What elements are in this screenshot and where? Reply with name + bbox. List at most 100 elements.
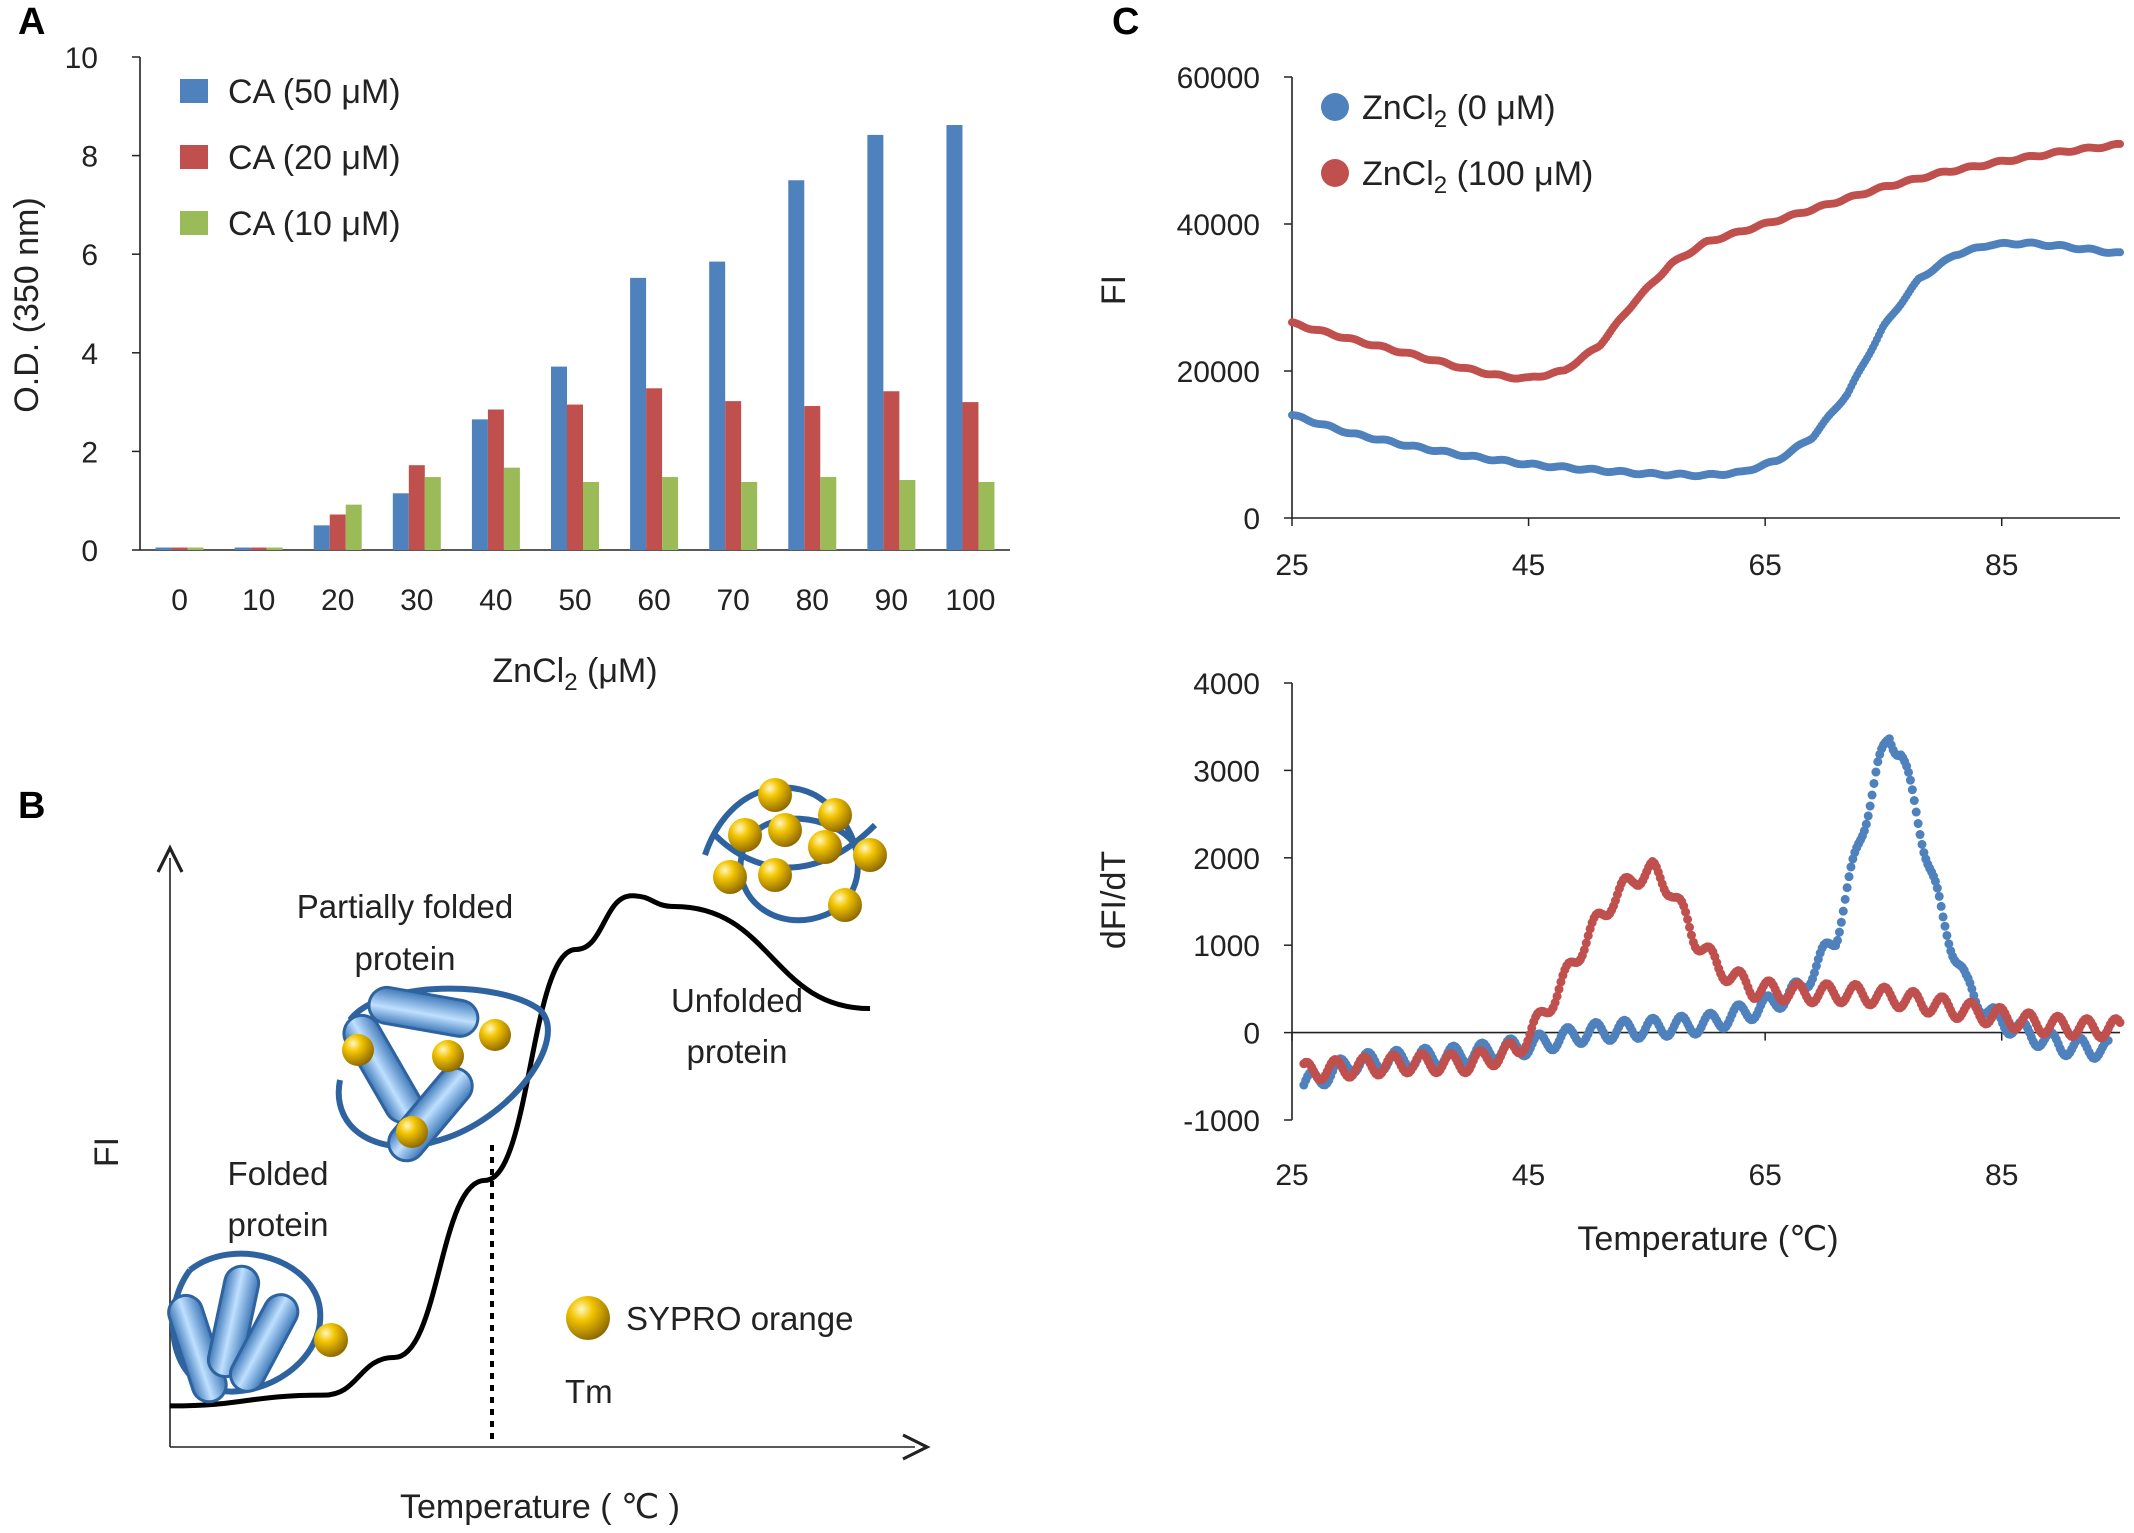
x-tick-label: 85 [1985, 549, 2018, 582]
bar-ca10 [662, 477, 679, 550]
data-point-zncl2-100um [1683, 914, 1693, 924]
data-point-zncl2-0um [1936, 901, 1946, 911]
legend-label: ZnCl2 (0 μM) [1362, 89, 1556, 133]
x-tick-label: 25 [1275, 1159, 1308, 1192]
data-point-zncl2-0um [1942, 930, 1952, 940]
data-point-zncl2-0um [1913, 819, 1923, 829]
data-point-zncl2-0um [1840, 894, 1850, 904]
bar-ca10 [424, 477, 441, 550]
chart-a-y-tick-label: 4 [81, 338, 98, 371]
y-tick-label: 3000 [1193, 755, 1260, 788]
data-point-zncl2-0um [1863, 811, 1873, 821]
bar-ca20 [725, 401, 742, 550]
bar-ca50 [392, 493, 409, 550]
data-point-zncl2-100um [2116, 139, 2124, 148]
y-tick-label: 2000 [1193, 843, 1260, 876]
unfolded-protein-label-line1: Unfolded [671, 982, 803, 1019]
bar-ca20 [883, 391, 900, 550]
y-tick-label: 40000 [1177, 209, 1260, 242]
bar-ca10 [345, 504, 362, 550]
chart-b: FI Temperature ( ℃ ) Tm Folded protein P… [88, 778, 931, 1526]
data-point-zncl2-0um [2116, 248, 2124, 257]
bar-ca20 [250, 547, 267, 550]
data-point-zncl2-100um [1583, 931, 1593, 941]
x-tick-label: 25 [1275, 549, 1308, 582]
data-point-zncl2-0um [1944, 939, 1954, 949]
x-tick-label: 45 [1512, 549, 1545, 582]
chart-a-x-tick-label: 0 [171, 584, 188, 617]
partially-folded-protein-illustration [335, 985, 551, 1163]
y-tick-label: 1000 [1193, 930, 1260, 963]
bar-ca50 [946, 125, 963, 550]
legend-marker [1321, 159, 1349, 187]
data-point-zncl2-0um [1832, 935, 1842, 945]
data-point-zncl2-100um [2115, 1018, 2125, 1028]
chart-a-x-tick-label: 10 [242, 584, 275, 617]
chart-a-x-tick-label: 20 [321, 584, 354, 617]
y-tick-label: 20000 [1177, 356, 1260, 389]
data-point-zncl2-100um [1581, 938, 1591, 948]
chart-a-x-tick-label: 100 [945, 584, 995, 617]
bar-ca10 [899, 479, 916, 550]
bar-ca50 [867, 134, 884, 551]
data-point-zncl2-0um [1940, 921, 1950, 931]
folded-protein-label-line1: Folded [228, 1155, 329, 1192]
chart-c-top: FI 0 20000 40000 60000 25 45 65 85 ZnCl2 (0 μM… [1095, 62, 2124, 582]
data-point-zncl2-0um [1809, 968, 1819, 978]
data-point-zncl2-100um [1579, 945, 1589, 955]
chart-a-x-tick-label: 30 [400, 584, 433, 617]
chart-c-bottom: dFI/dT Temperature (℃) -1000 0 1000 2000 300… [1095, 668, 2125, 1258]
bar-ca50 [630, 277, 647, 550]
bar-ca10 [187, 547, 204, 550]
chart-a-y-tick-label: 2 [81, 436, 98, 469]
data-point-zncl2-0um [1844, 872, 1854, 882]
data-point-zncl2-0um [1907, 785, 1917, 795]
legend-label: ZnCl2 (100 μM) [1362, 155, 1593, 199]
unfolded-protein-illustration [702, 778, 887, 924]
x-tick-label: 65 [1748, 1159, 1781, 1192]
data-point-zncl2-0um [1861, 819, 1871, 829]
partially-folded-label-line2: protein [355, 940, 456, 977]
chart-a-x-tick-label: 80 [796, 584, 829, 617]
sypro-orange-legend-label: SYPRO orange [626, 1300, 853, 1337]
data-point-zncl2-100um [1685, 922, 1695, 932]
bar-ca10 [741, 481, 758, 550]
data-point-zncl2-0um [1846, 862, 1856, 872]
data-point-zncl2-0um [1811, 961, 1821, 971]
fi-curve-line [169, 893, 871, 1409]
bar-ca50 [471, 419, 488, 550]
data-point-zncl2-0um [1838, 906, 1848, 916]
y-tick-label: 60000 [1177, 62, 1260, 95]
chart-c-bottom-y-label: dFI/dT [1095, 851, 1133, 949]
y-tick-label: -1000 [1183, 1105, 1260, 1138]
chart-a-x-tick-label: 50 [558, 584, 591, 617]
data-point-zncl2-100um [1681, 907, 1691, 917]
data-point-zncl2-0um [1871, 767, 1881, 777]
legend-marker [1321, 93, 1349, 121]
data-point-zncl2-0um [1836, 917, 1846, 927]
bar-ca50 [788, 180, 805, 550]
y-tick-label: 0 [1243, 1018, 1260, 1051]
bar-ca50 [155, 547, 172, 550]
legend-swatch [180, 211, 208, 235]
folded-protein-label-line2: protein [228, 1206, 329, 1243]
legend-swatch [180, 145, 208, 169]
chart-a-y-tick-label: 10 [65, 42, 98, 75]
legend-label: CA (20 μM) [228, 139, 401, 177]
bar-ca50 [234, 547, 251, 550]
chart-a-y-tick-label: 6 [81, 239, 98, 272]
bar-ca20 [646, 388, 663, 550]
chart-c-bottom-x-label: Temperature (℃) [1577, 1220, 1838, 1258]
data-point-zncl2-0um [1842, 883, 1852, 893]
bar-ca10 [820, 477, 837, 550]
tm-label: Tm [565, 1373, 613, 1410]
legend-label: CA (10 μM) [228, 205, 401, 243]
bar-ca10 [266, 547, 283, 550]
y-tick-label: 4000 [1193, 668, 1260, 701]
bar-ca20 [171, 547, 188, 550]
bar-ca10 [503, 467, 520, 550]
folded-protein-illustration [167, 1250, 348, 1404]
data-point-zncl2-0um [1934, 891, 1944, 901]
chart-b-y-arrow [156, 844, 184, 873]
